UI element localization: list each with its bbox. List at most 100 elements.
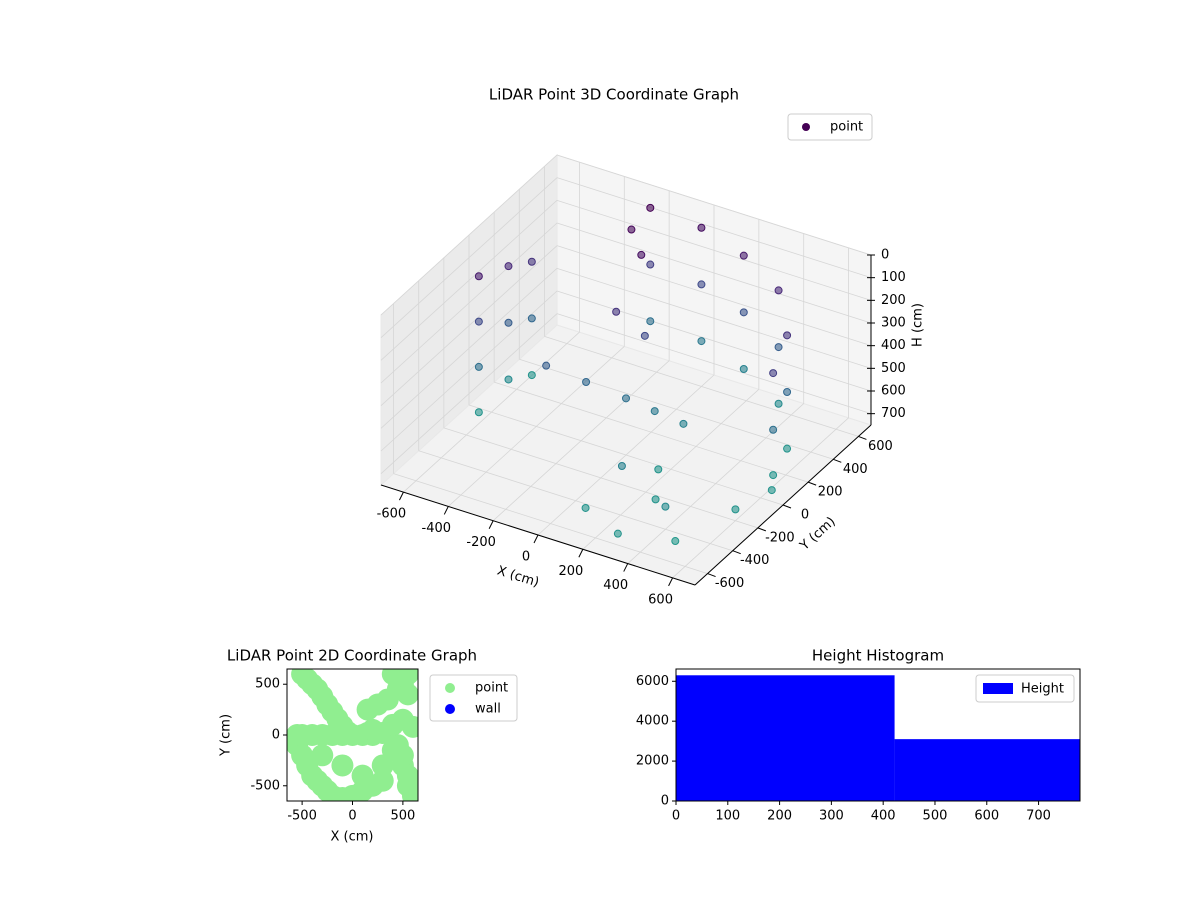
x-tick-label: -400: [422, 521, 452, 536]
x-tick-label: 400: [871, 809, 896, 824]
z-tick-label: 400: [881, 338, 906, 353]
y-tick-label: 0: [661, 794, 669, 809]
x-tick: [443, 506, 449, 515]
point: [371, 769, 394, 792]
z-tick-label: 500: [881, 361, 906, 376]
point: [504, 262, 513, 271]
y-tick: [782, 504, 792, 509]
chart-title: LiDAR Point 2D Coordinate Graph: [227, 647, 477, 665]
point: [640, 331, 649, 340]
point: [527, 257, 536, 266]
y-tick-label: -500: [250, 778, 280, 793]
legend-marker: [983, 683, 1013, 694]
point: [331, 754, 354, 777]
z-tick-label: 300: [881, 316, 906, 331]
point: [769, 369, 778, 378]
y-tick-label: 2000: [636, 754, 669, 769]
z-tick-label: 100: [881, 270, 906, 285]
point: [504, 375, 513, 384]
point: [739, 308, 748, 317]
grid-line: [380, 177, 558, 338]
point: [527, 371, 536, 380]
point: [396, 764, 418, 787]
x-tick-label: 500: [923, 809, 948, 824]
x-tick-label: 0: [522, 550, 530, 565]
grid-line: [556, 245, 872, 347]
point: [697, 223, 706, 232]
grid-line: [556, 222, 872, 324]
x-tick-label: 100: [715, 809, 740, 824]
y-tick-label: 4000: [636, 714, 669, 729]
point: [581, 503, 590, 512]
point: [774, 399, 783, 408]
point: [739, 251, 748, 260]
point: [401, 715, 418, 738]
legend-marker: [445, 704, 455, 714]
point: [391, 744, 414, 767]
y-tick-label: 400: [843, 462, 868, 477]
point: [679, 419, 688, 428]
point: [542, 361, 551, 370]
point: [646, 260, 655, 269]
bar: [894, 739, 1080, 801]
point: [622, 394, 630, 403]
x-axis: [380, 484, 696, 586]
x-tick-label: 300: [819, 809, 844, 824]
y-tick-label: -400: [740, 553, 770, 568]
grid-line: [380, 245, 558, 406]
y-tick: [858, 435, 867, 440]
y-tick: [707, 573, 716, 578]
x-tick-label: 200: [558, 564, 583, 579]
grid-line: [380, 268, 558, 429]
grid-line: [556, 177, 872, 279]
grid-line: [494, 381, 809, 483]
legend-label: point: [475, 681, 508, 696]
chart-title: Height Histogram: [812, 647, 944, 665]
y-tick: [833, 458, 842, 463]
y-tick-label: 0: [272, 728, 280, 743]
x-tick: [668, 577, 674, 587]
legend-box: [787, 113, 873, 141]
point: [783, 331, 792, 340]
z-tick-label: 200: [881, 293, 906, 308]
y-tick: [757, 527, 767, 532]
legend-label: Height: [1021, 682, 1064, 697]
legend-label: point: [830, 120, 863, 135]
point: [474, 317, 483, 326]
point: [474, 362, 483, 371]
y-tick: [807, 481, 817, 486]
legend-marker: [802, 123, 810, 131]
x-tick-label: 700: [1026, 809, 1051, 824]
grid-line: [380, 200, 558, 361]
legend-box: [975, 674, 1075, 703]
point: [697, 280, 706, 289]
grid-line: [556, 290, 872, 392]
point: [637, 250, 646, 259]
grid-line: [556, 199, 872, 301]
point: [617, 462, 626, 470]
point: [401, 784, 418, 801]
point: [613, 529, 622, 538]
grid-line: [556, 154, 872, 256]
grid-line: [380, 313, 558, 474]
point: [671, 537, 680, 546]
plot-frame: [675, 668, 1081, 802]
x-tick: [578, 549, 584, 558]
grid-line: [393, 473, 708, 574]
x-tick-label: 600: [974, 809, 999, 824]
point: [783, 388, 792, 396]
point: [650, 407, 659, 416]
point: [351, 764, 374, 787]
point: [769, 471, 778, 480]
point: [474, 272, 483, 281]
x-tick-label: 200: [767, 809, 792, 824]
point: [527, 314, 536, 323]
grid-line: [380, 222, 558, 384]
bar: [676, 675, 895, 801]
grid-line: [443, 427, 758, 529]
grid-line: [418, 450, 733, 552]
point: [646, 317, 655, 326]
x-tick-label: -600: [377, 507, 407, 522]
point: [783, 444, 792, 453]
